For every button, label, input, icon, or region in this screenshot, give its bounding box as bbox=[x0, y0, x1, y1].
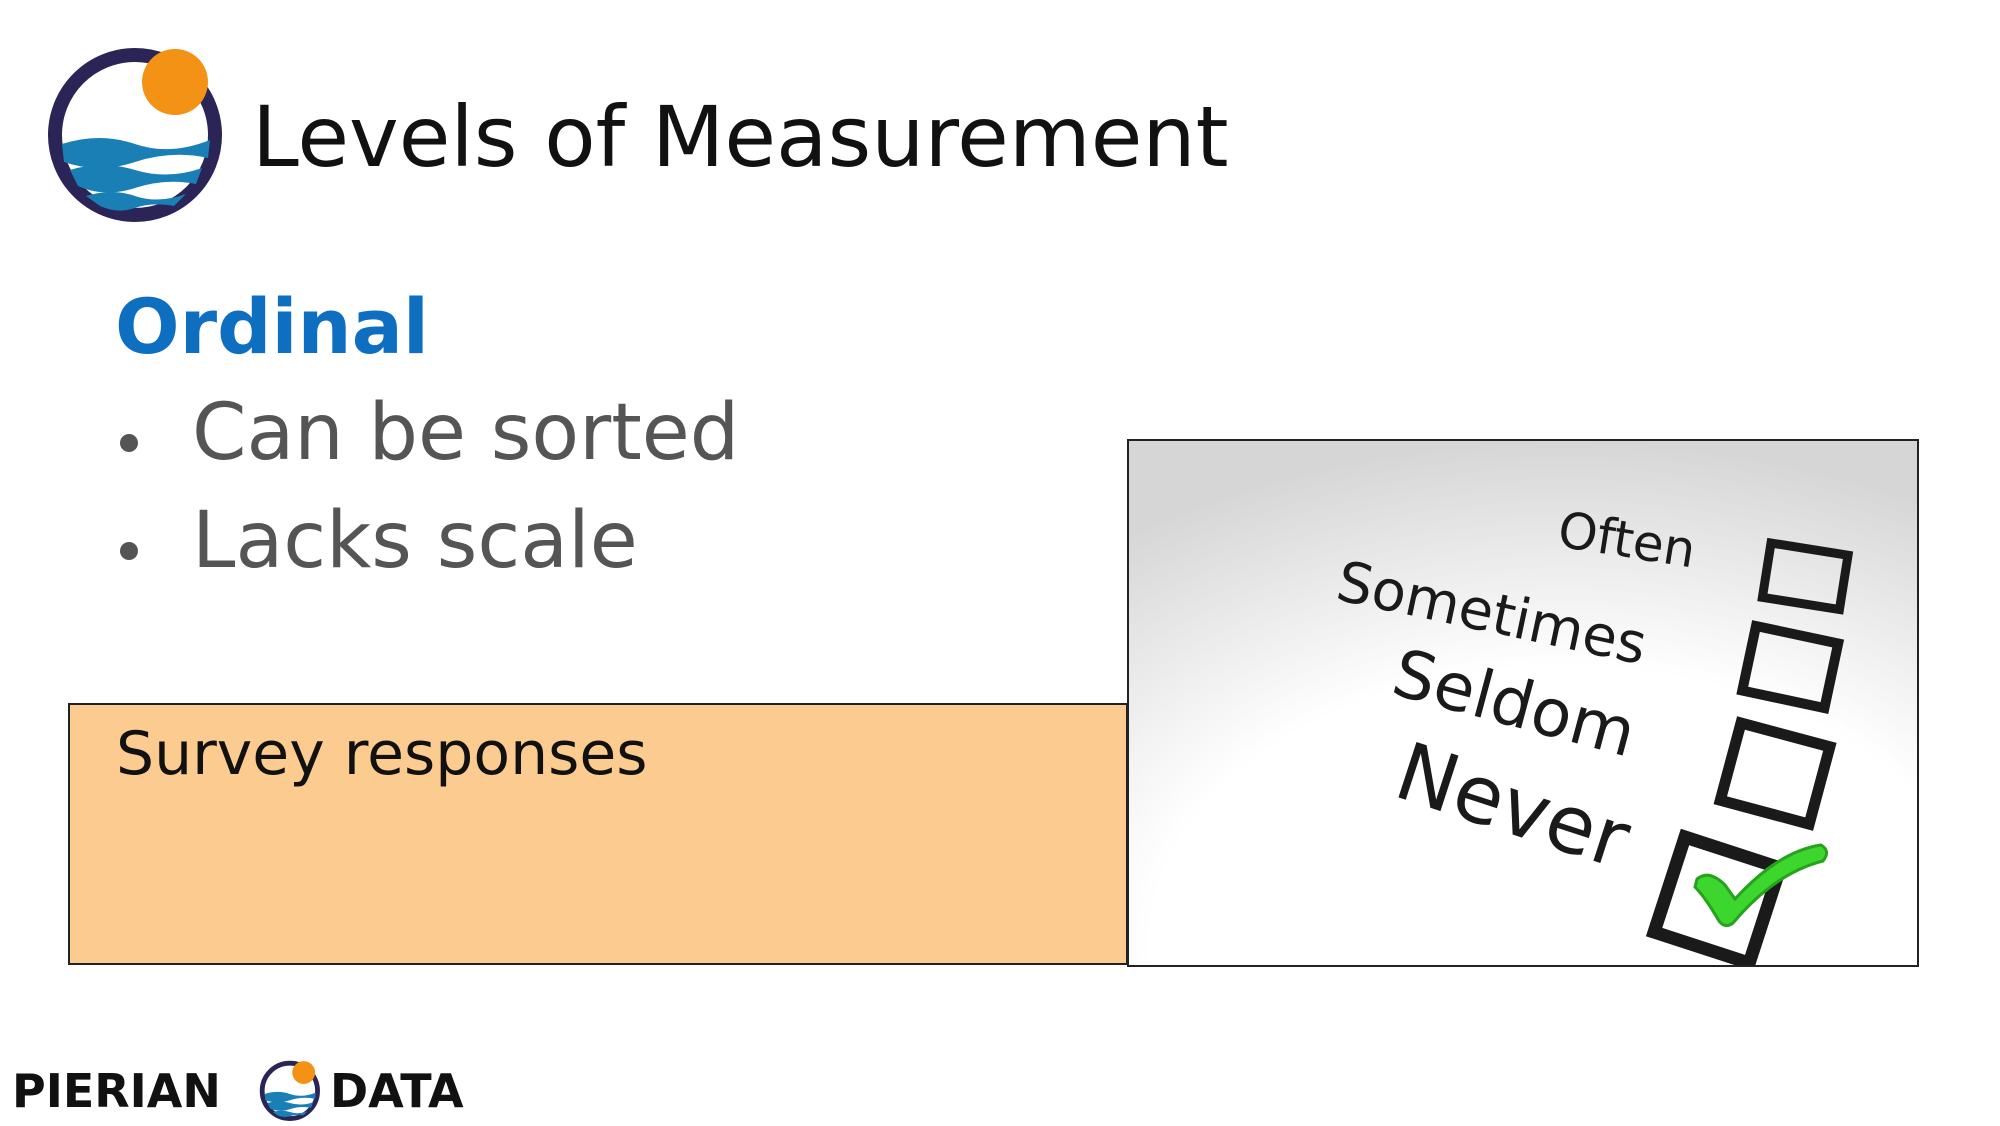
footer-brand-right: DATA bbox=[330, 1064, 464, 1118]
green-check-icon bbox=[1693, 843, 1828, 928]
survey-checklist-image: Often Sometimes Seldom Never bbox=[1127, 439, 1919, 967]
checkbox-icon bbox=[1757, 537, 1854, 615]
bullet-dot-icon bbox=[120, 434, 138, 452]
example-box: Survey responses bbox=[68, 703, 1128, 965]
checkbox-icon bbox=[1713, 716, 1837, 831]
bullet-dot-icon bbox=[120, 542, 138, 560]
pierian-data-logo-icon bbox=[257, 1058, 321, 1122]
checkbox-icon bbox=[1645, 828, 1789, 965]
bullet-text: Can be sorted bbox=[192, 388, 740, 478]
slide-title: Levels of Measurement bbox=[252, 88, 1229, 186]
section-heading: Ordinal bbox=[115, 282, 429, 371]
checkbox-icon bbox=[1736, 620, 1845, 714]
footer-brand: PIERIAN DATA bbox=[12, 1058, 492, 1122]
bullet-text: Lacks scale bbox=[192, 496, 638, 586]
pierian-data-logo-icon bbox=[40, 40, 225, 225]
example-label: Survey responses bbox=[116, 719, 648, 789]
footer-brand-left: PIERIAN bbox=[12, 1064, 221, 1118]
